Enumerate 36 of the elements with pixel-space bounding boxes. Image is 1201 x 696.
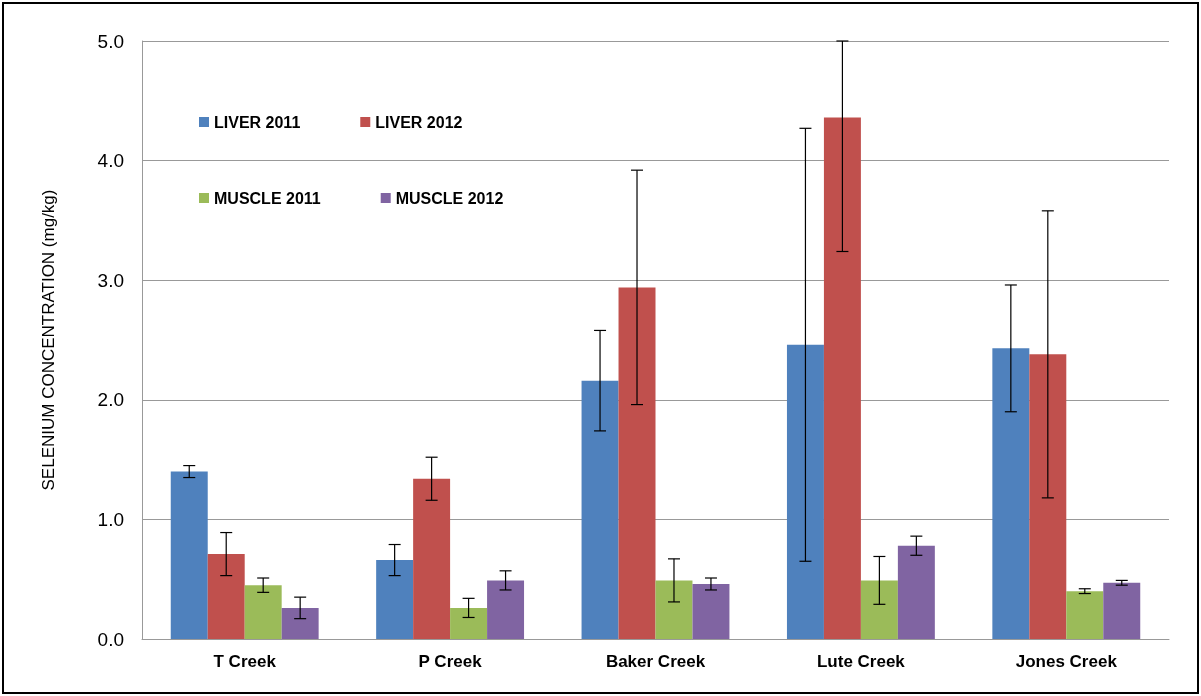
y-tick-label: 1.0 [97,508,124,530]
bar [244,585,282,639]
x-tick-label: Lute Creek [816,652,906,671]
bar [655,580,693,639]
bar [992,348,1030,639]
bar [786,344,824,639]
bar [376,560,414,639]
x-tick-label: Baker Creek [605,652,706,671]
bar [450,607,488,639]
bar [1029,354,1067,639]
bar [618,287,656,639]
x-tick-label: T Creek [213,652,277,671]
bar [413,478,451,639]
y-tick-label: 2.0 [97,389,124,411]
bar [1103,582,1141,639]
legend-label: MUSCLE 2012 [395,189,504,207]
y-tick-label: 3.0 [97,269,124,291]
bar [897,545,935,639]
bar [692,583,730,639]
y-tick-label: 5.0 [97,30,124,52]
bar [1066,591,1104,639]
x-tick-label: Jones Creek [1015,652,1118,671]
legend-label: LIVER 2012 [375,113,463,131]
y-tick-label: 4.0 [97,150,124,172]
bar [860,580,898,639]
bar [281,607,319,639]
bar [170,471,208,639]
bar [823,117,861,639]
bar [207,554,245,639]
legend-label: LIVER 2011 [214,113,301,131]
bar [487,580,525,639]
bar [581,380,619,639]
legend-label: MUSCLE 2011 [214,189,321,207]
y-axis-title: SELENIUM CONCENTRATION (mg/kg) [39,189,58,491]
y-tick-label: 0.0 [97,628,124,650]
x-tick-label: P Creek [418,652,483,671]
